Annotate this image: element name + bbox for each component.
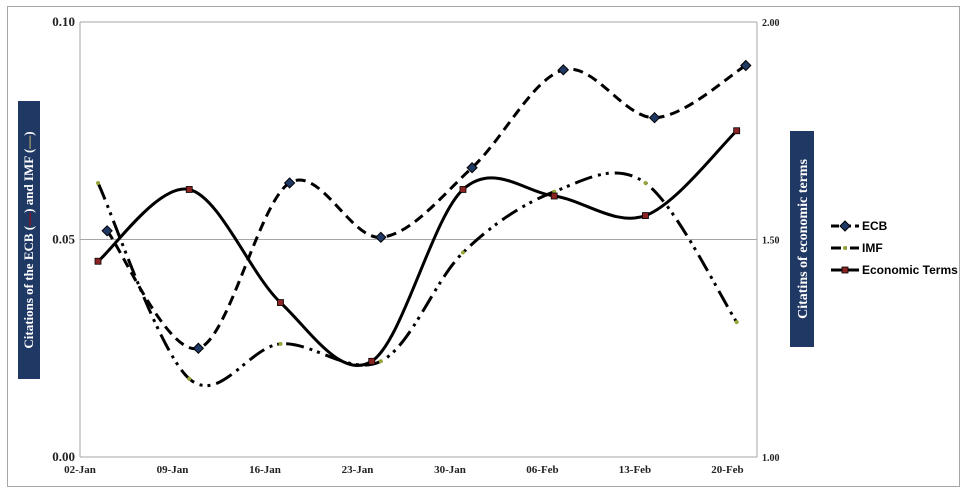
left-axis-title-box — [18, 101, 40, 379]
imf-point — [96, 180, 100, 185]
ecb-line — [105, 64, 747, 350]
right-axis-title-box — [790, 131, 814, 347]
economic-terms-point — [733, 127, 741, 135]
left-axis-label-middle: ) and IMF ( — [21, 149, 36, 213]
imf-point — [643, 180, 648, 185]
left-axis-ticks: 0.00 0.05 0.10 — [52, 14, 75, 464]
ecb-point — [740, 59, 752, 72]
left-tick-label: 0.10 — [52, 14, 75, 29]
imf-line-swatch: — — [21, 135, 36, 150]
economic-terms-point — [550, 192, 558, 200]
right-tick-label: 1.50 — [762, 236, 780, 247]
ecb-point — [283, 177, 296, 189]
right-axis-title: Citatins of economic terms — [790, 131, 814, 347]
x-tick-label: 23-Jan — [342, 464, 374, 476]
ecb-point — [192, 342, 205, 354]
right-axis-ticks: 1.00 1.50 2.00 — [762, 18, 780, 464]
axes — [79, 22, 758, 457]
legend-marker-ecb — [839, 220, 851, 232]
x-tick-label: 16-Jan — [249, 464, 281, 476]
left-tick-label: 0.00 — [52, 449, 75, 464]
legend-label-economic-terms: Economic Terms — [862, 263, 958, 277]
ecb-point — [648, 111, 661, 124]
economic-terms-line — [97, 129, 738, 367]
ecb-line-swatch: — — [21, 212, 36, 227]
ecb-point — [101, 225, 113, 237]
left-axis-title: Citations of the ECB (—) and IMF (—) — [18, 101, 40, 379]
economic-terms-point — [368, 357, 376, 365]
imf-point — [734, 320, 739, 325]
left-axis-label-prefix: Citations of the ECB ( — [21, 226, 36, 349]
left-axis-label-suffix: ) — [21, 131, 36, 135]
legend-marker-economic-terms — [841, 266, 849, 274]
economic-terms-point — [642, 212, 649, 219]
series-markers — [94, 59, 752, 381]
left-tick-label: 0.05 — [52, 232, 75, 247]
ecb-point — [375, 231, 387, 244]
imf-point — [460, 250, 465, 255]
x-tick-label: 02-Jan — [64, 464, 96, 476]
ecb-point — [557, 64, 570, 76]
imf-point — [278, 341, 283, 346]
imf-point — [378, 359, 383, 364]
right-tick-label: 1.00 — [762, 453, 780, 464]
legend: ECB IMF Economic Terms — [831, 219, 958, 277]
legend-label-imf: IMF — [862, 241, 883, 255]
x-axis-ticks: 02-Jan 09-Jan 16-Jan 23-Jan 30-Jan 06-Feb 13-F… — [64, 464, 744, 476]
x-tick-label: 20-Feb — [711, 464, 743, 476]
economic-terms-point — [459, 186, 467, 193]
x-tick-label: 09-Jan — [157, 464, 189, 476]
right-axis-title-text: Citatins of economic terms — [796, 159, 811, 319]
economic-terms-point — [94, 257, 102, 265]
x-tick-label: 13-Feb — [619, 464, 651, 476]
imf-point — [187, 376, 192, 381]
economic-terms-point — [185, 186, 193, 193]
left-axis-title-text: Citations of the ECB (—) and IMF (—) — [21, 131, 36, 348]
right-tick-label: 2.00 — [762, 18, 780, 29]
grid-lines — [80, 21, 757, 458]
chart-frame — [7, 6, 960, 487]
economic-terms-point — [277, 299, 284, 306]
x-tick-label: 30-Jan — [434, 464, 466, 476]
legend-marker-imf — [843, 246, 847, 250]
ecb-point — [466, 162, 478, 174]
series-lines — [96, 64, 747, 388]
x-tick-label: 06-Feb — [526, 464, 558, 476]
legend-label-ecb: ECB — [862, 219, 888, 233]
